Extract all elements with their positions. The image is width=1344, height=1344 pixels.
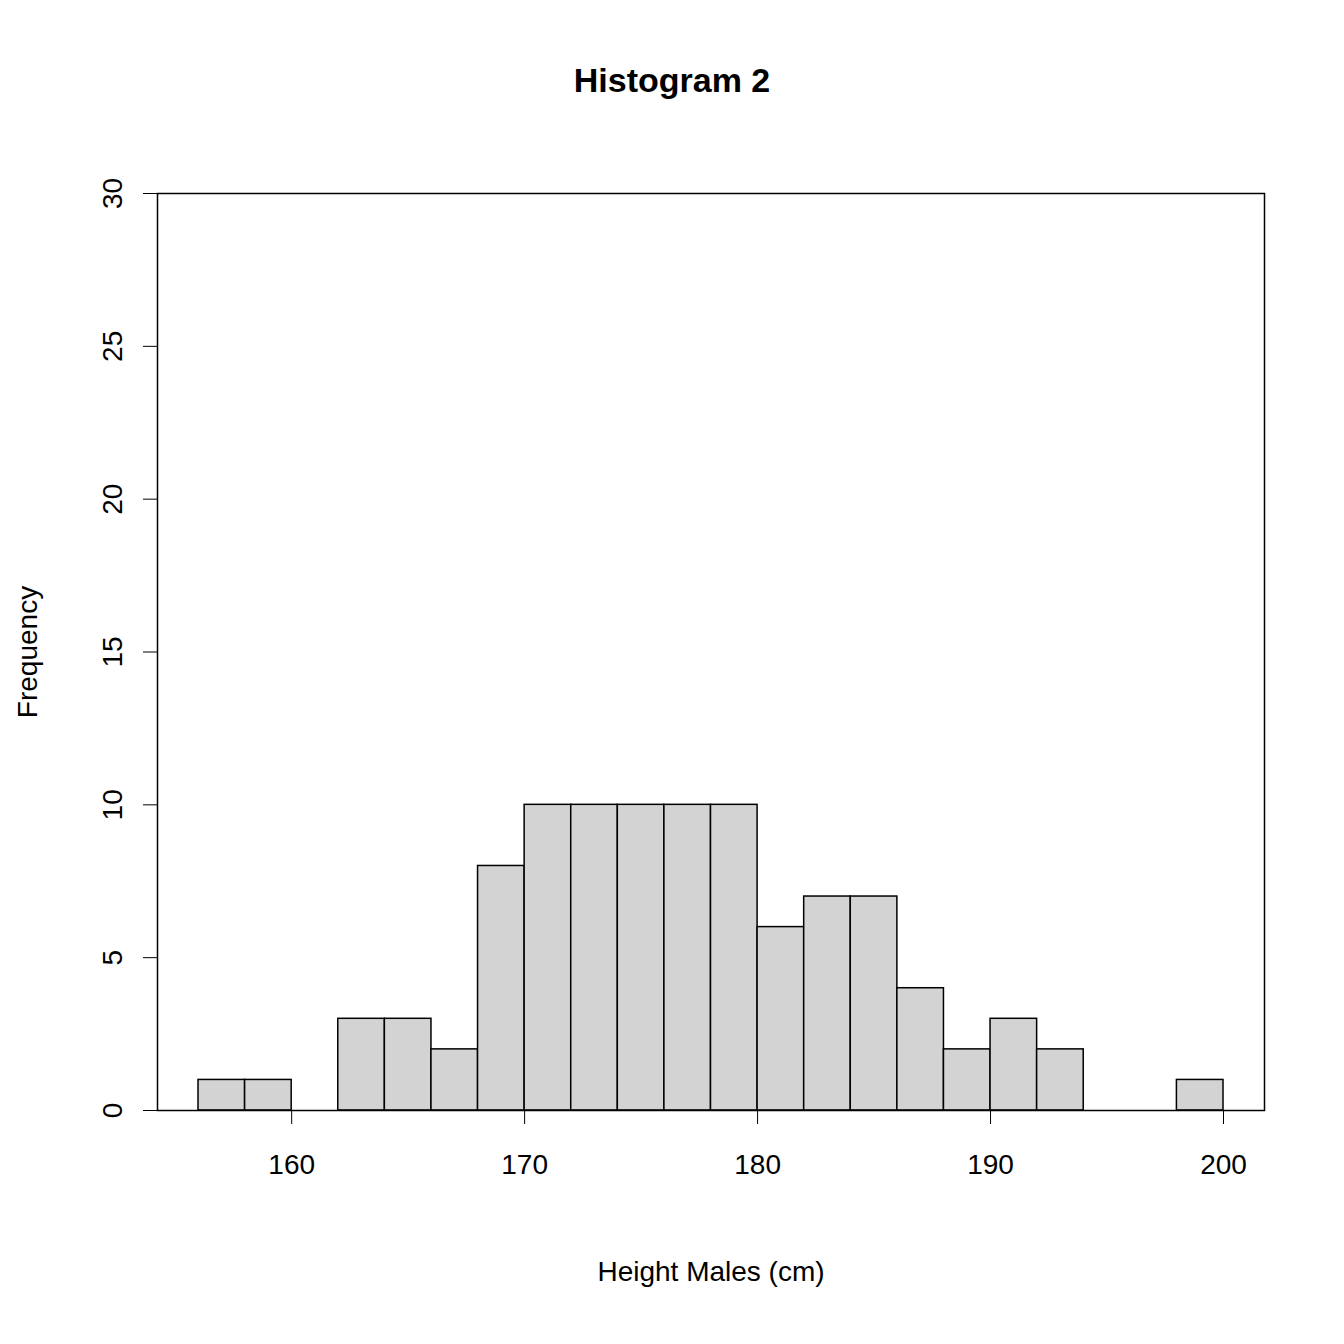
svg-text:180: 180 [734, 1149, 781, 1180]
html-text:Histogram 2: Histogram 2 [573, 61, 771, 99]
svg-text:200: 200 [1200, 1149, 1247, 1180]
svg-text:170: 170 [501, 1149, 548, 1180]
svg-text:5: 5 [97, 950, 128, 966]
svg-text:20: 20 [97, 484, 128, 515]
svg-text:10: 10 [97, 789, 128, 820]
svg-text:15: 15 [97, 636, 128, 667]
svg-text:25: 25 [97, 331, 128, 362]
svg-text:30: 30 [97, 178, 128, 209]
svg-text:0: 0 [97, 1103, 128, 1119]
svg-text:Height Males (cm): Height Males (cm) [597, 1256, 824, 1287]
svg-text:160: 160 [268, 1149, 315, 1180]
svg-text:Frequency: Frequency [12, 586, 43, 718]
svg-text:190: 190 [967, 1149, 1014, 1180]
